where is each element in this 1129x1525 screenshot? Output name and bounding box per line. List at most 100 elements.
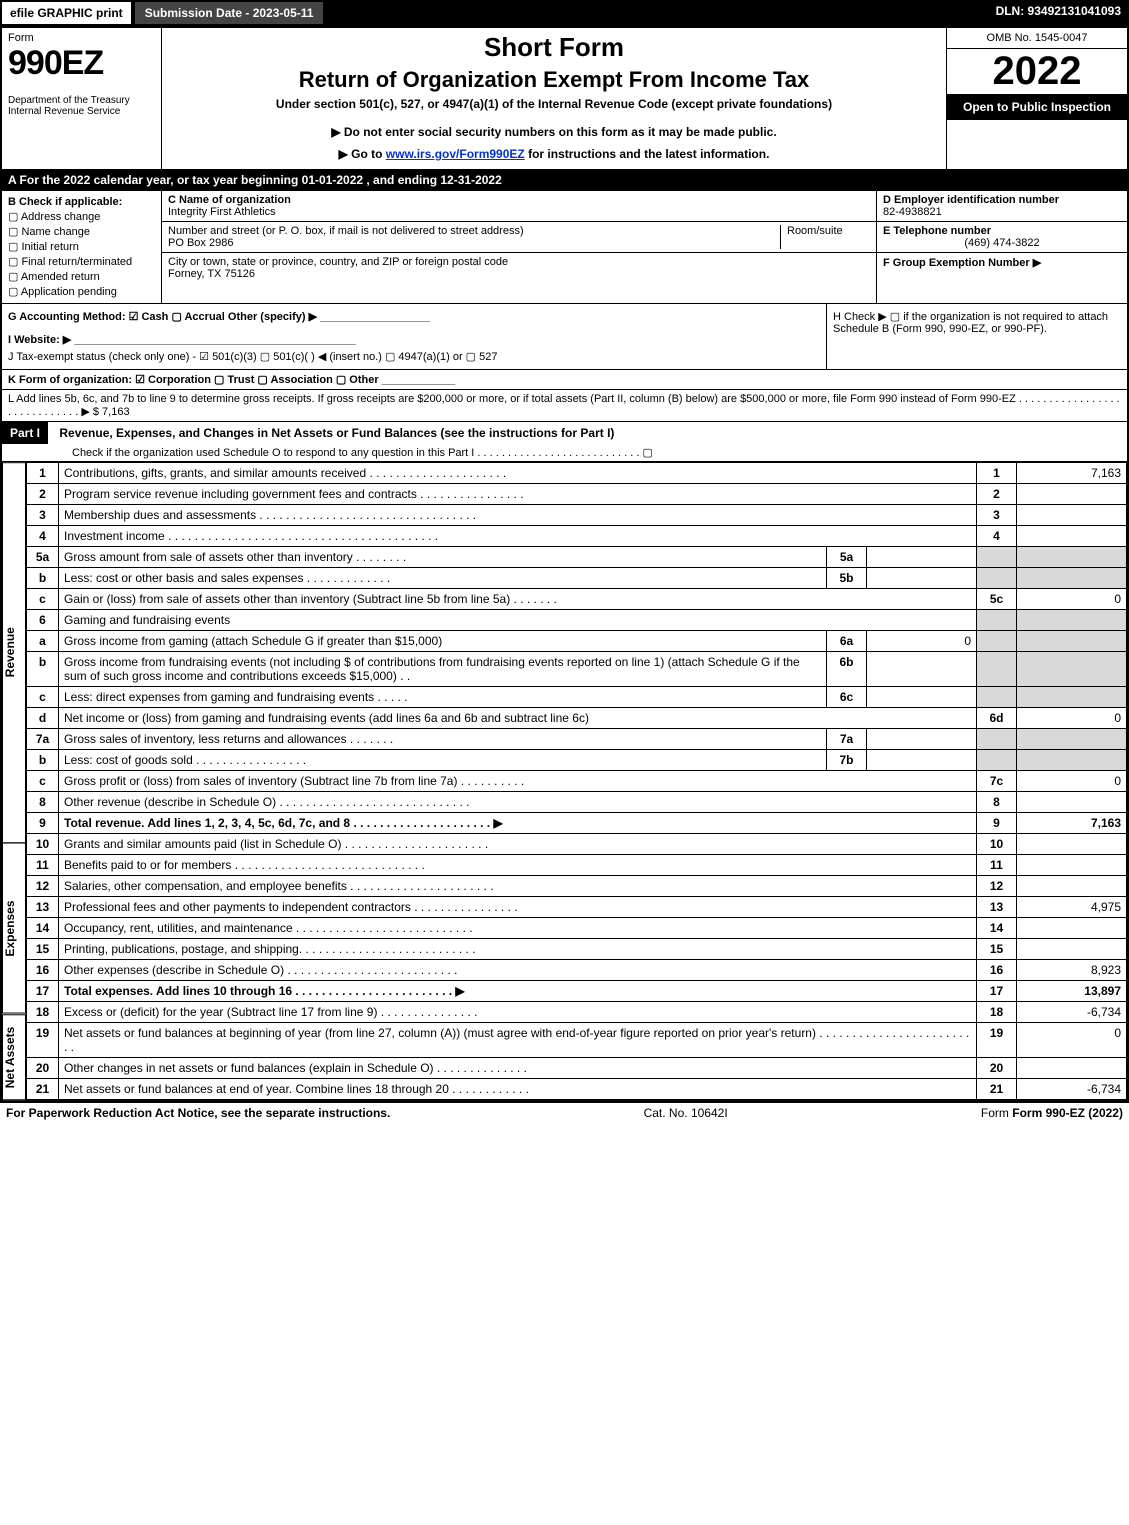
submission-date-label: Submission Date - 2023-05-11 <box>133 0 326 26</box>
row-6a: aGross income from gaming (attach Schedu… <box>27 631 1127 652</box>
row-7a: 7aGross sales of inventory, less returns… <box>27 729 1127 750</box>
line-i: I Website: ▶ ___________________________… <box>8 323 820 346</box>
part1-header: Part I Revenue, Expenses, and Changes in… <box>2 422 1127 462</box>
warn-ssn: ▶ Do not enter social security numbers o… <box>168 115 940 143</box>
row-18: 18Excess or (deficit) for the year (Subt… <box>27 1002 1127 1023</box>
row-7b: bLess: cost of goods sold . . . . . . . … <box>27 750 1127 771</box>
row-17: 17Total expenses. Add lines 10 through 1… <box>27 981 1127 1002</box>
row-5c: cGain or (loss) from sale of assets othe… <box>27 589 1127 610</box>
org-name-cell: C Name of organization Integrity First A… <box>162 191 876 222</box>
row-6c: cLess: direct expenses from gaming and f… <box>27 687 1127 708</box>
line-a: A For the 2022 calendar year, or tax yea… <box>2 170 1127 191</box>
row-1: 1Contributions, gifts, grants, and simil… <box>27 463 1127 484</box>
row-13: 13Professional fees and other payments t… <box>27 897 1127 918</box>
goto-post: for instructions and the latest informat… <box>528 147 769 161</box>
goto-line: ▶ Go to www.irs.gov/Form990EZ for instru… <box>168 143 940 165</box>
line-g: G Accounting Method: ☑ Cash ▢ Accrual Ot… <box>8 310 820 323</box>
title-short-form: Short Form <box>168 32 940 63</box>
ein-value: 82-4938821 <box>883 206 942 218</box>
line-g-h: G Accounting Method: ☑ Cash ▢ Accrual Ot… <box>2 304 1127 370</box>
row-5a: 5aGross amount from sale of assets other… <box>27 547 1127 568</box>
open-inspection: Open to Public Inspection <box>947 94 1127 120</box>
row-8: 8Other revenue (describe in Schedule O) … <box>27 792 1127 813</box>
line-j: J Tax-exempt status (check only one) - ☑… <box>8 346 820 363</box>
row-19: 19Net assets or fund balances at beginni… <box>27 1023 1127 1058</box>
title-return: Return of Organization Exempt From Incom… <box>168 63 940 93</box>
chk-application-pending[interactable]: ▢ Application pending <box>4 284 159 299</box>
org-city-cell: City or town, state or province, country… <box>162 253 876 283</box>
dept-label: Department of the Treasury Internal Reve… <box>8 83 155 117</box>
side-netassets: Net Assets <box>2 1014 26 1100</box>
side-revenue: Revenue <box>2 462 26 843</box>
row-14: 14Occupancy, rent, utilities, and mainte… <box>27 918 1127 939</box>
part1-table-wrap: Revenue Expenses Net Assets 1Contributio… <box>2 462 1127 1100</box>
row-6d: dNet income or (loss) from gaming and fu… <box>27 708 1127 729</box>
f-label: F Group Exemption Number ▶ <box>883 257 1041 269</box>
row-2: 2Program service revenue including gover… <box>27 484 1127 505</box>
phone-value: (469) 474-3822 <box>883 237 1121 249</box>
city-value: Forney, TX 75126 <box>168 268 255 280</box>
d-label: D Employer identification number <box>883 194 1059 206</box>
city-label: City or town, state or province, country… <box>168 256 508 268</box>
title-cell: Short Form Return of Organization Exempt… <box>162 28 947 169</box>
form-body: Form 990EZ Department of the Treasury In… <box>0 26 1129 1102</box>
line-l-text: L Add lines 5b, 6c, and 7b to line 9 to … <box>8 393 1120 418</box>
dln-label: DLN: 93492131041093 <box>988 0 1129 26</box>
side-labels: Revenue Expenses Net Assets <box>2 462 26 1100</box>
line-k: K Form of organization: ☑ Corporation ▢ … <box>2 370 1127 390</box>
org-street-cell: Number and street (or P. O. box, if mail… <box>162 222 876 253</box>
chk-address-change[interactable]: ▢ Address change <box>4 209 159 224</box>
footer: For Paperwork Reduction Act Notice, see … <box>0 1102 1129 1123</box>
goto-link[interactable]: www.irs.gov/Form990EZ <box>386 147 525 161</box>
row-20: 20Other changes in net assets or fund ba… <box>27 1058 1127 1079</box>
side-expenses: Expenses <box>2 843 26 1014</box>
topbar-spacer <box>325 0 987 26</box>
d-cell: D Employer identification number 82-4938… <box>877 191 1127 222</box>
room-suite-label: Room/suite <box>780 225 870 249</box>
street-value: PO Box 2986 <box>168 237 233 249</box>
e-label: E Telephone number <box>883 225 991 237</box>
row-16: 16Other expenses (describe in Schedule O… <box>27 960 1127 981</box>
row-4: 4Investment income . . . . . . . . . . .… <box>27 526 1127 547</box>
chk-amended-return[interactable]: ▢ Amended return <box>4 269 159 284</box>
goto-pre: ▶ Go to <box>339 147 386 161</box>
row-6: 6Gaming and fundraising events <box>27 610 1127 631</box>
street-label: Number and street (or P. O. box, if mail… <box>168 225 524 237</box>
footer-right: Form Form 990-EZ (2022) <box>981 1106 1123 1120</box>
row-7c: cGross profit or (loss) from sales of in… <box>27 771 1127 792</box>
c-label: C Name of organization <box>168 194 291 206</box>
footer-mid: Cat. No. 10642I <box>644 1106 728 1120</box>
row-6b: bGross income from fundraising events (n… <box>27 652 1127 687</box>
block-def: D Employer identification number 82-4938… <box>877 191 1127 303</box>
footer-right-form: Form 990-EZ (2022) <box>1012 1106 1123 1120</box>
line-h: H Check ▶ ▢ if the organization is not r… <box>827 304 1127 369</box>
title-under: Under section 501(c), 527, or 4947(a)(1)… <box>168 93 940 115</box>
row-21: 21Net assets or fund balances at end of … <box>27 1079 1127 1100</box>
block-c: C Name of organization Integrity First A… <box>162 191 877 303</box>
efile-print-label[interactable]: efile GRAPHIC print <box>0 0 133 26</box>
chk-name-change[interactable]: ▢ Name change <box>4 224 159 239</box>
tax-year: 2022 <box>947 49 1127 94</box>
form-number: 990EZ <box>8 44 155 83</box>
footer-left: For Paperwork Reduction Act Notice, see … <box>6 1106 390 1120</box>
org-info-block: B Check if applicable: ▢ Address change … <box>2 191 1127 304</box>
block-b-title: B Check if applicable: <box>4 195 159 209</box>
line-l: L Add lines 5b, 6c, and 7b to line 9 to … <box>2 390 1127 422</box>
form-id-cell: Form 990EZ Department of the Treasury In… <box>2 28 162 169</box>
part1-check: Check if the organization used Schedule … <box>2 444 1127 461</box>
part1-title: Revenue, Expenses, and Changes in Net As… <box>51 426 614 440</box>
part1-label: Part I <box>2 422 48 444</box>
omb-label: OMB No. 1545-0047 <box>947 28 1127 49</box>
part1-table: 1Contributions, gifts, grants, and simil… <box>26 462 1127 1100</box>
row-10: 10Grants and similar amounts paid (list … <box>27 834 1127 855</box>
row-15: 15Printing, publications, postage, and s… <box>27 939 1127 960</box>
chk-initial-return[interactable]: ▢ Initial return <box>4 239 159 254</box>
header-block: Form 990EZ Department of the Treasury In… <box>2 28 1127 170</box>
chk-final-return[interactable]: ▢ Final return/terminated <box>4 254 159 269</box>
row-3: 3Membership dues and assessments . . . .… <box>27 505 1127 526</box>
e-cell: E Telephone number (469) 474-3822 <box>877 222 1127 253</box>
right-header-cell: OMB No. 1545-0047 2022 Open to Public In… <box>947 28 1127 169</box>
row-12: 12Salaries, other compensation, and empl… <box>27 876 1127 897</box>
row-11: 11Benefits paid to or for members . . . … <box>27 855 1127 876</box>
line-l-value: 7,163 <box>102 406 130 418</box>
